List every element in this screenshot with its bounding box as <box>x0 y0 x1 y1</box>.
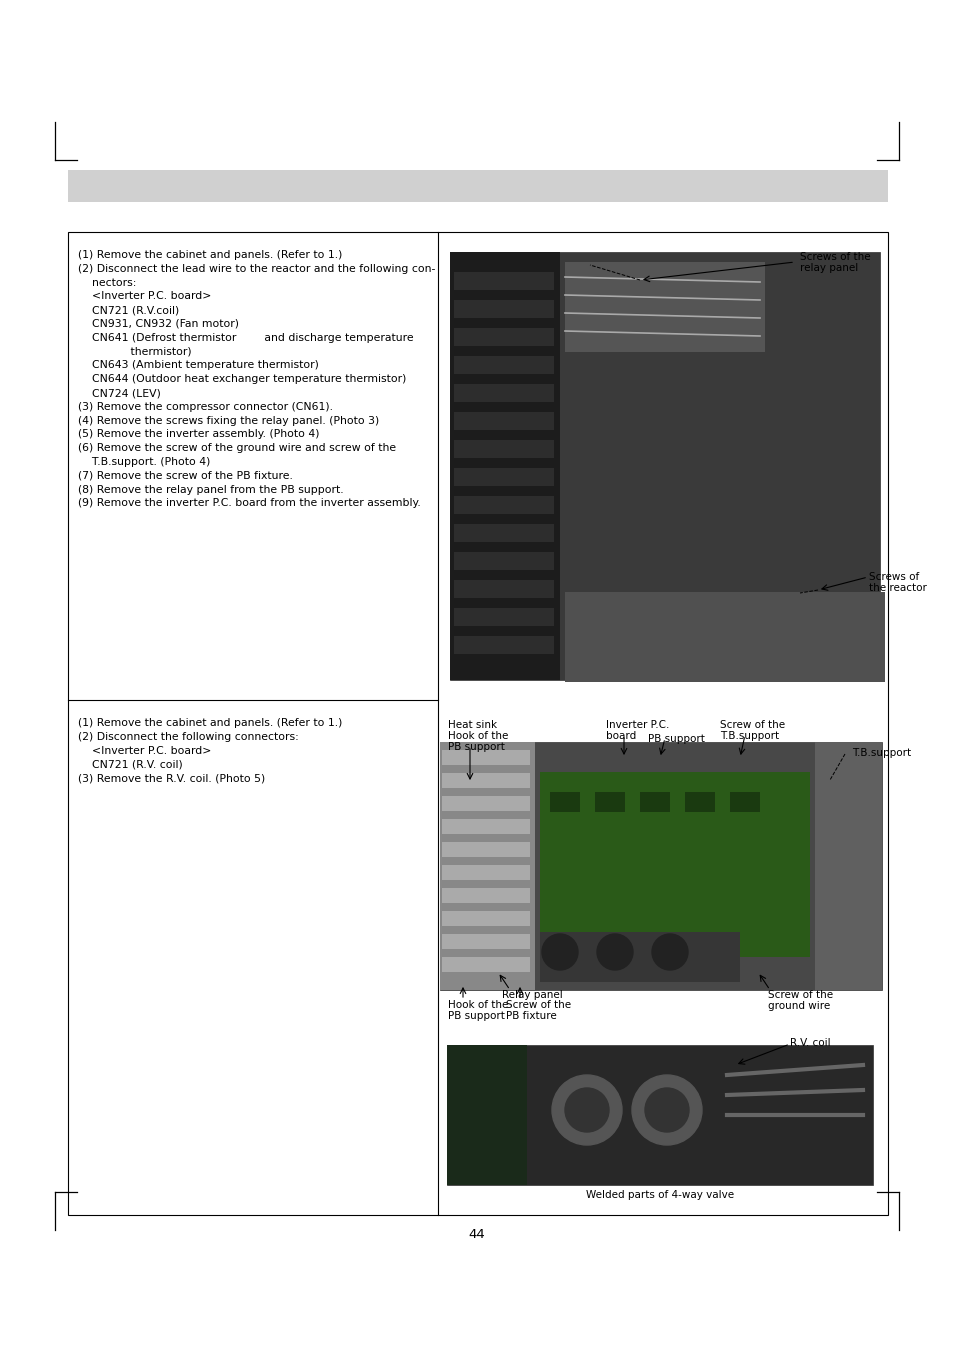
Text: (8) Remove the relay panel from the PB support.: (8) Remove the relay panel from the PB s… <box>78 484 343 495</box>
Text: <Inverter P.C. board>: <Inverter P.C. board> <box>78 746 212 755</box>
Text: Screw of the: Screw of the <box>720 720 784 731</box>
Text: (6) Remove the screw of the ground wire and screw of the: (6) Remove the screw of the ground wire … <box>78 444 395 453</box>
Bar <box>454 580 554 598</box>
Bar <box>441 773 530 787</box>
Text: nectors:: nectors: <box>78 277 136 288</box>
Text: (2) Disconnect the following connectors:: (2) Disconnect the following connectors: <box>78 732 298 741</box>
Circle shape <box>631 1076 701 1145</box>
Bar <box>454 384 554 402</box>
Text: CN644 (Outdoor heat exchanger temperature thermistor): CN644 (Outdoor heat exchanger temperatur… <box>78 375 406 384</box>
Text: Hook of the: Hook of the <box>448 731 508 741</box>
Bar <box>454 497 554 514</box>
Bar <box>441 911 530 925</box>
Text: <Inverter P.C. board>: <Inverter P.C. board> <box>78 291 212 302</box>
Text: CN931, CN932 (Fan motor): CN931, CN932 (Fan motor) <box>78 319 239 329</box>
Bar <box>439 741 882 990</box>
Bar <box>441 750 530 764</box>
Text: (1) Remove the cabinet and panels. (Refer to 1.): (1) Remove the cabinet and panels. (Refe… <box>78 718 342 728</box>
Circle shape <box>651 934 687 970</box>
Bar <box>639 792 669 812</box>
Circle shape <box>541 934 578 970</box>
Text: (1) Remove the cabinet and panels. (Refer to 1.): (1) Remove the cabinet and panels. (Refe… <box>78 250 342 260</box>
Bar <box>454 524 554 543</box>
Circle shape <box>597 934 633 970</box>
Text: R.V. coil: R.V. coil <box>789 1038 830 1049</box>
Text: T.B.support: T.B.support <box>720 731 779 741</box>
Circle shape <box>564 1088 608 1132</box>
Bar <box>684 792 714 812</box>
Circle shape <box>644 1088 688 1132</box>
Bar <box>454 327 554 346</box>
Bar <box>447 1045 526 1185</box>
Bar <box>550 792 579 812</box>
Text: thermistor): thermistor) <box>78 346 192 357</box>
Text: CN643 (Ambient temperature thermistor): CN643 (Ambient temperature thermistor) <box>78 360 318 371</box>
Text: Screws of: Screws of <box>868 572 919 582</box>
Bar <box>814 741 882 990</box>
Text: T.B.support: T.B.support <box>851 748 910 758</box>
Bar <box>454 272 554 290</box>
Bar <box>441 888 530 902</box>
Bar <box>441 842 530 856</box>
Text: Screws of the: Screws of the <box>800 252 870 262</box>
Text: (3) Remove the R.V. coil. (Photo 5): (3) Remove the R.V. coil. (Photo 5) <box>78 773 265 783</box>
Text: Heat sink: Heat sink <box>448 720 497 731</box>
Bar <box>441 865 530 879</box>
Text: (2) Disconnect the lead wire to the reactor and the following con-: (2) Disconnect the lead wire to the reac… <box>78 264 435 273</box>
Text: Relay panel: Relay panel <box>501 990 562 1000</box>
Bar <box>454 607 554 626</box>
Text: Inverter P.C.: Inverter P.C. <box>605 720 669 731</box>
Bar <box>450 252 559 681</box>
Bar <box>447 1045 872 1185</box>
Bar <box>564 593 884 682</box>
Text: CN721 (R.V. coil): CN721 (R.V. coil) <box>78 759 183 770</box>
Bar <box>454 468 554 486</box>
Text: CN641 (Defrost thermistor        and discharge temperature: CN641 (Defrost thermistor and discharge … <box>78 333 414 342</box>
Text: (5) Remove the inverter assembly. (Photo 4): (5) Remove the inverter assembly. (Photo… <box>78 429 319 440</box>
Text: the reactor: the reactor <box>868 583 926 593</box>
Text: PB support: PB support <box>647 733 704 744</box>
Bar <box>539 932 740 982</box>
Bar <box>564 262 764 352</box>
Text: (4) Remove the screws fixing the relay panel. (Photo 3): (4) Remove the screws fixing the relay p… <box>78 415 379 426</box>
Bar <box>450 252 879 681</box>
Bar <box>68 231 887 1215</box>
Text: CN724 (LEV): CN724 (LEV) <box>78 388 161 398</box>
Bar <box>454 552 554 570</box>
Text: (7) Remove the screw of the PB fixture.: (7) Remove the screw of the PB fixture. <box>78 471 293 480</box>
Text: board: board <box>605 731 636 741</box>
Bar <box>439 741 535 990</box>
Bar <box>539 773 809 957</box>
Text: PB support: PB support <box>448 1011 504 1022</box>
Circle shape <box>552 1076 621 1145</box>
Bar <box>454 356 554 373</box>
Text: CN721 (R.V.coil): CN721 (R.V.coil) <box>78 306 179 315</box>
Bar <box>454 440 554 459</box>
Bar <box>454 300 554 318</box>
Bar <box>595 792 624 812</box>
Text: (3) Remove the compressor connector (CN61).: (3) Remove the compressor connector (CN6… <box>78 402 333 411</box>
Text: Hook of the: Hook of the <box>448 1000 508 1009</box>
Text: Welded parts of 4-way valve: Welded parts of 4-way valve <box>585 1191 733 1200</box>
Bar <box>441 819 530 833</box>
Bar <box>441 957 530 971</box>
Text: PB support: PB support <box>448 741 504 752</box>
Bar <box>454 636 554 653</box>
Text: ground wire: ground wire <box>767 1001 829 1011</box>
Bar <box>68 170 887 202</box>
Bar <box>441 796 530 810</box>
Bar <box>729 792 760 812</box>
Text: Screw of the: Screw of the <box>505 1000 571 1009</box>
Text: (9) Remove the inverter P.C. board from the inverter assembly.: (9) Remove the inverter P.C. board from … <box>78 498 420 509</box>
Text: PB fixture: PB fixture <box>505 1011 557 1022</box>
Text: T.B.support. (Photo 4): T.B.support. (Photo 4) <box>78 457 211 467</box>
Text: relay panel: relay panel <box>800 262 858 273</box>
Bar <box>441 934 530 948</box>
Text: Screw of the: Screw of the <box>767 990 832 1000</box>
Text: 44: 44 <box>468 1229 485 1241</box>
Bar <box>454 413 554 430</box>
